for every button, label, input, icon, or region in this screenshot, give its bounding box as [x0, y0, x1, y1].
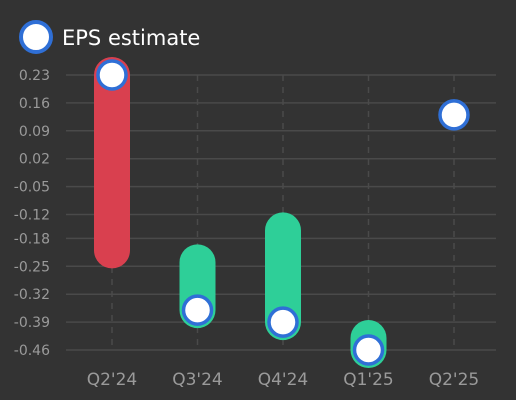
legend-marker-icon [19, 20, 53, 54]
estimate-marker-1[interactable] [181, 294, 214, 326]
y-tick-label: -0.18 [14, 231, 50, 247]
y-tick-label: -0.39 [14, 315, 50, 331]
x-tick-label: Q2'25 [429, 370, 480, 390]
y-tick-label: 0.02 [19, 152, 50, 168]
y-tick-label: 0.16 [19, 96, 50, 112]
y-tick-label: -0.46 [14, 343, 50, 359]
y-tick-label: -0.32 [14, 287, 50, 303]
x-tick-label: Q3'24 [172, 370, 223, 390]
legend[interactable]: EPS estimate [19, 20, 200, 54]
y-tick-label: -0.05 [14, 180, 50, 196]
range-bars [94, 57, 387, 368]
y-tick-label: 0.23 [19, 68, 50, 84]
y-axis: 0.23 0.16 0.09 0.02 -0.05 -0.12 -0.18 -0.25 -0.3… [14, 68, 50, 359]
range-bar-0[interactable] [94, 57, 130, 269]
estimate-marker-2[interactable] [267, 306, 299, 338]
estimate-marker-4[interactable] [438, 99, 470, 131]
estimate-marker-3[interactable] [352, 334, 385, 366]
y-tick-label: 0.09 [19, 124, 50, 140]
range-bar-2[interactable] [265, 212, 301, 341]
y-tick-label: -0.12 [14, 207, 50, 223]
x-axis: Q2'24 Q3'24 Q4'24 Q1'25 Q2'25 [87, 370, 480, 390]
estimate-markers [96, 59, 470, 366]
x-tick-label: Q1'25 [343, 370, 394, 390]
legend-label: EPS estimate [62, 26, 200, 50]
x-tick-label: Q4'24 [258, 370, 309, 390]
x-tick-label: Q2'24 [87, 370, 138, 390]
estimate-marker-0[interactable] [96, 59, 128, 91]
y-tick-label: -0.25 [14, 259, 50, 275]
